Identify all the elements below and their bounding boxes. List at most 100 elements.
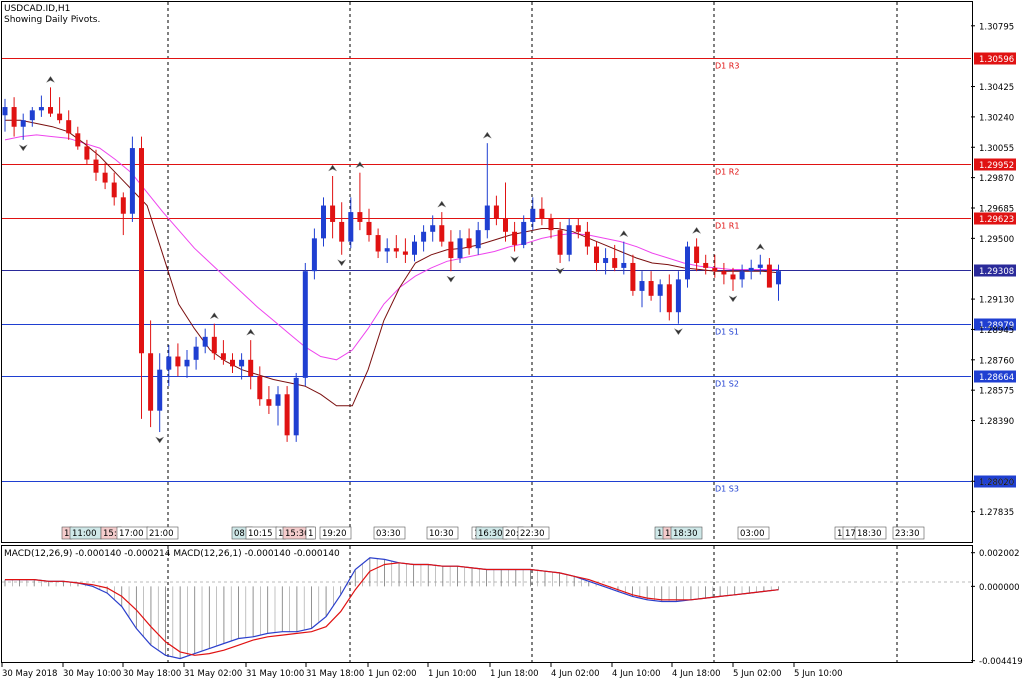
candle-body — [384, 248, 390, 252]
candle — [639, 271, 645, 308]
pivot-line-label: D1 R2 — [715, 168, 739, 177]
candle-body — [493, 205, 499, 219]
candle-body — [111, 182, 117, 198]
fractal-down-arrow — [728, 295, 738, 303]
candle-body — [148, 353, 154, 411]
pivot-line-label: D1 R3 — [715, 62, 739, 71]
macd-tick-label: 0.000000 — [979, 583, 1020, 593]
candle-body — [594, 246, 599, 263]
candle-body — [766, 264, 772, 288]
candle-body — [193, 346, 199, 360]
candle — [175, 343, 181, 377]
session-label-text: 22:30 — [520, 529, 545, 539]
pivot-price-tag — [974, 318, 1016, 331]
candle-body — [475, 230, 481, 249]
session-label-box — [517, 526, 550, 540]
pivot-line-label: D1 S2 — [715, 380, 739, 389]
candle — [666, 274, 672, 321]
session-label-box — [373, 526, 406, 540]
candle-body — [393, 248, 399, 252]
price-axis: 1.30795 1.30425 1.30240 1.30055 1.29870 1.296… — [971, 22, 1014, 518]
candle — [321, 197, 326, 247]
price-tick-label: 1.28020 — [979, 478, 1014, 488]
pivots-caption: Showing Daily Pivots. — [4, 15, 101, 25]
candle — [421, 225, 427, 252]
candle-body — [575, 225, 581, 232]
candle-body — [38, 107, 44, 111]
pivot-price-tag — [974, 212, 1016, 225]
candle — [302, 262, 308, 387]
candle-body — [694, 246, 700, 263]
candles — [2, 87, 781, 442]
candle-body — [757, 264, 763, 268]
session-label-text: 21:00 — [149, 529, 174, 539]
candle-body — [776, 271, 781, 285]
candle — [657, 279, 663, 313]
fractal-down-arrow — [509, 255, 520, 263]
session-label-text: 08: — [234, 529, 248, 539]
session-label-text: 1 — [64, 529, 69, 539]
candle — [20, 113, 26, 140]
candle — [202, 328, 208, 354]
session-label-box — [737, 526, 770, 540]
candle-body — [503, 218, 508, 232]
price-tick-label: 1.30425 — [979, 83, 1014, 93]
pivot-price-tag-text: 1.28664 — [979, 373, 1014, 383]
candle-body — [20, 120, 26, 127]
candle — [685, 241, 690, 288]
candle-body — [739, 271, 745, 280]
fractal-up-arrow — [245, 328, 256, 336]
candle — [220, 340, 226, 365]
fractal-up-arrow — [691, 226, 702, 234]
session-label-text: 15:30 — [285, 529, 310, 539]
candle-body — [466, 238, 472, 249]
session-label-text: 19:20 — [322, 529, 347, 539]
candle-body — [566, 225, 572, 255]
candle-body — [29, 110, 35, 121]
candle — [57, 97, 63, 124]
candle-body — [330, 205, 336, 222]
candle — [584, 221, 590, 255]
candle-body — [321, 205, 326, 239]
session-label-text: 17 — [845, 529, 856, 539]
session-label-text: 03:00 — [740, 529, 765, 539]
candle — [739, 264, 745, 288]
macd-tick-label: 0.002002 — [979, 549, 1020, 559]
candle — [384, 238, 390, 263]
candle — [184, 349, 190, 378]
candle-body — [512, 231, 518, 245]
candle-body — [84, 146, 90, 160]
candle-body — [348, 212, 354, 242]
session-label-text: 18:30 — [673, 529, 698, 539]
fractal-up-arrow — [355, 161, 365, 169]
candle — [484, 143, 490, 239]
macd-line — [5, 557, 779, 660]
candle-body — [266, 399, 272, 406]
candle — [694, 238, 700, 272]
macd-indicator: 0.002002 0.000000 -0.004419 — [4, 549, 1023, 667]
candle-body — [430, 225, 436, 232]
fractal-down-arrow — [673, 328, 684, 336]
candle — [48, 87, 53, 117]
candle — [448, 230, 454, 272]
session-label-box — [426, 526, 459, 540]
session-label-text: 03:30 — [376, 529, 401, 539]
candle-body — [621, 262, 627, 268]
candle-body — [557, 230, 563, 255]
candle-body — [257, 376, 263, 400]
candle-body — [630, 262, 636, 291]
macd-title: MACD(12,26,9) -0.000140 -0.000214 MACD(1… — [4, 549, 340, 559]
pivot-price-tag — [974, 370, 1016, 383]
candle — [475, 221, 481, 255]
candle — [630, 254, 636, 296]
pivot-price-tag — [974, 52, 1016, 65]
candle-body — [57, 113, 63, 121]
candle — [675, 271, 681, 324]
candle — [148, 320, 154, 428]
candle — [548, 213, 554, 239]
candle-body — [275, 394, 281, 406]
candle — [512, 221, 518, 252]
fractal-up-arrow — [209, 312, 220, 320]
candle — [757, 254, 763, 275]
